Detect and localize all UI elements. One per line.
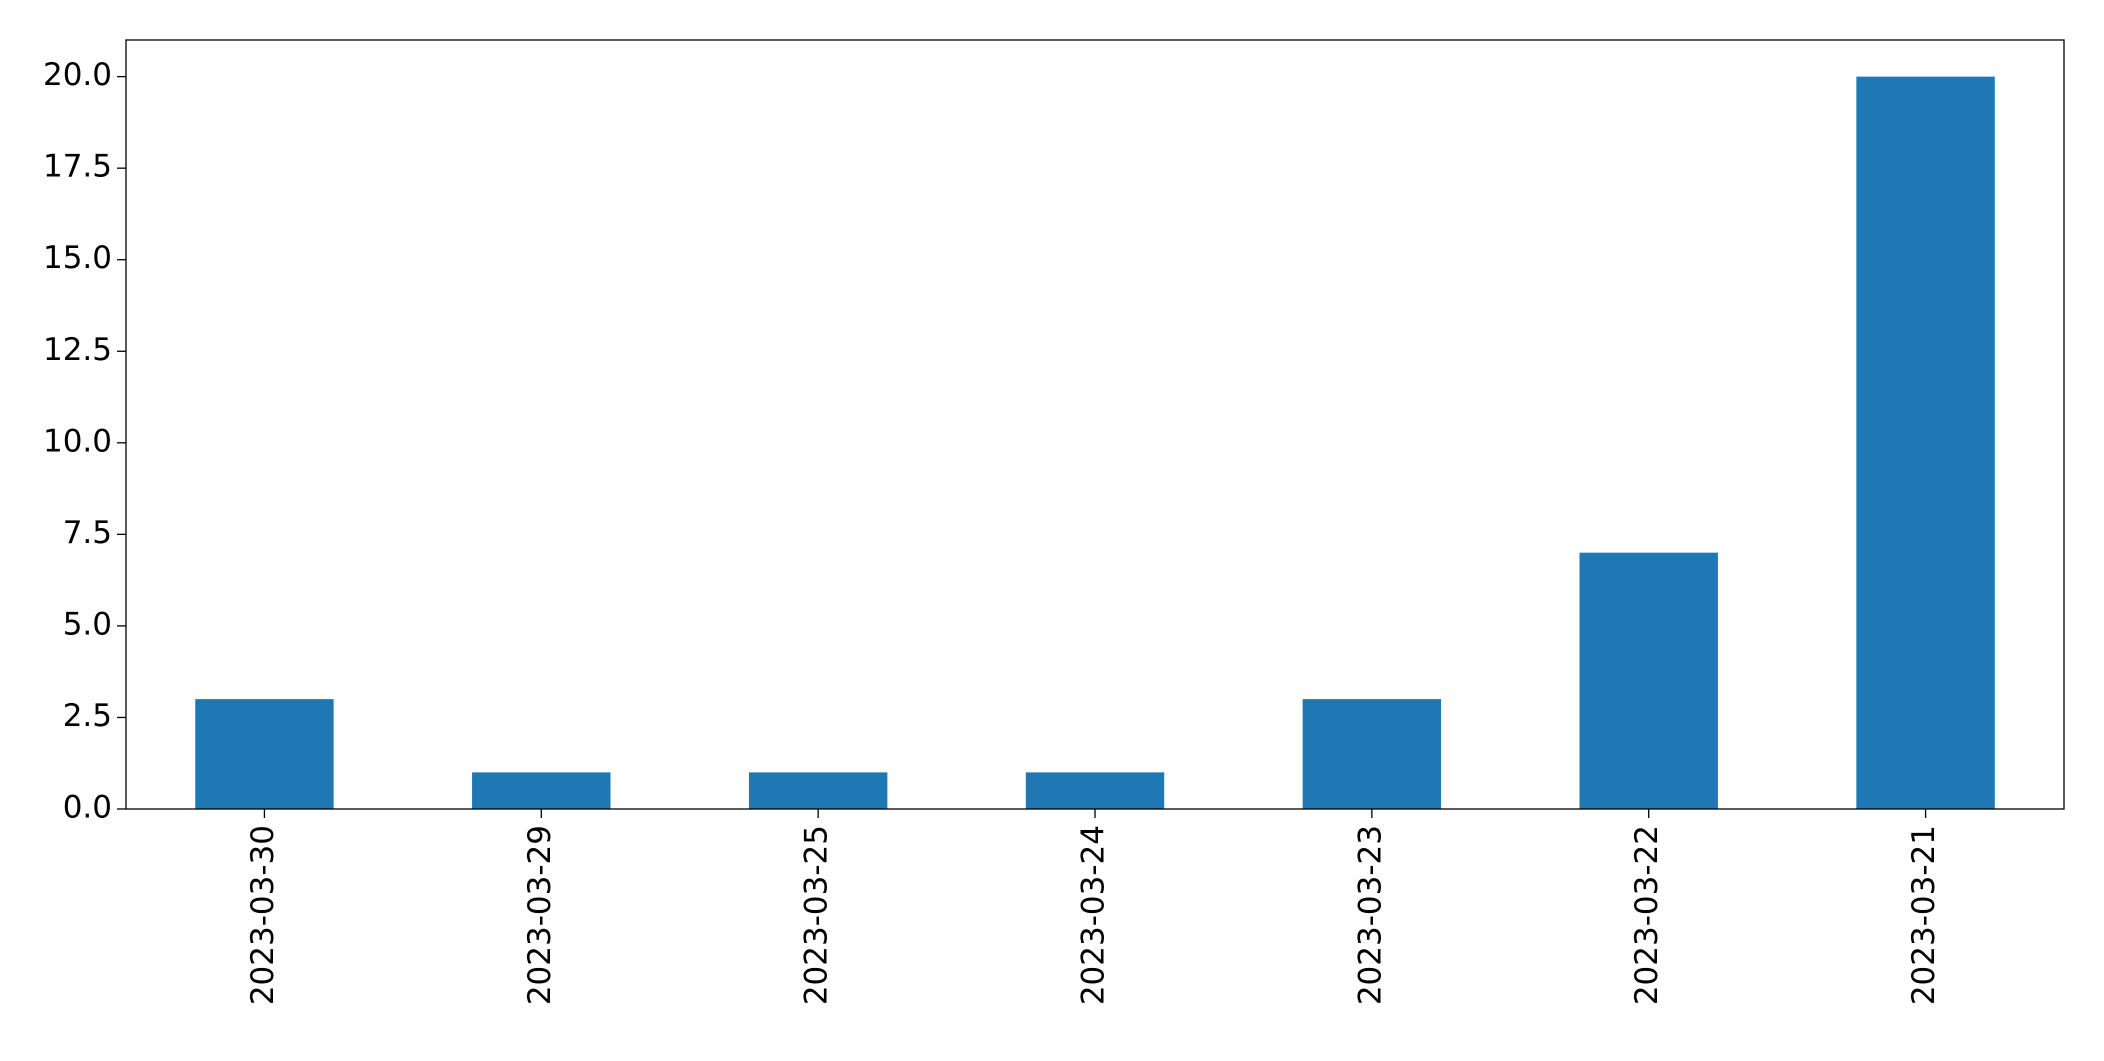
- y-tick-label: 5.0: [63, 606, 112, 642]
- y-tick-label: 17.5: [43, 149, 112, 185]
- plot-frame: [125, 39, 2065, 810]
- y-tick-label: 20.0: [43, 57, 112, 93]
- bar: [472, 772, 611, 809]
- y-tick-label: 10.0: [43, 423, 112, 459]
- bar: [748, 772, 888, 809]
- bar: [195, 699, 334, 809]
- x-tick-label: 2023-03-21: [1906, 825, 1942, 1005]
- y-tick-label: 2.5: [63, 698, 112, 734]
- x-tick-label: 2023-03-29: [522, 825, 558, 1005]
- y-tick-label: 7.5: [63, 515, 112, 551]
- y-tick-label: 15.0: [43, 240, 112, 276]
- x-tick-label: 2023-03-23: [1352, 825, 1388, 1005]
- bar: [1856, 76, 1995, 810]
- x-tick-label: 2023-03-24: [1076, 825, 1112, 1005]
- x-tick-label: 2023-03-22: [1629, 825, 1665, 1005]
- bar: [1025, 772, 1165, 809]
- bar: [1302, 699, 1442, 809]
- bar: [1579, 552, 1718, 809]
- x-tick-label: 2023-03-30: [245, 825, 281, 1005]
- y-tick-label: 0.0: [63, 790, 112, 826]
- x-tick-label: 2023-03-25: [799, 825, 835, 1005]
- y-tick-label: 12.5: [43, 332, 112, 368]
